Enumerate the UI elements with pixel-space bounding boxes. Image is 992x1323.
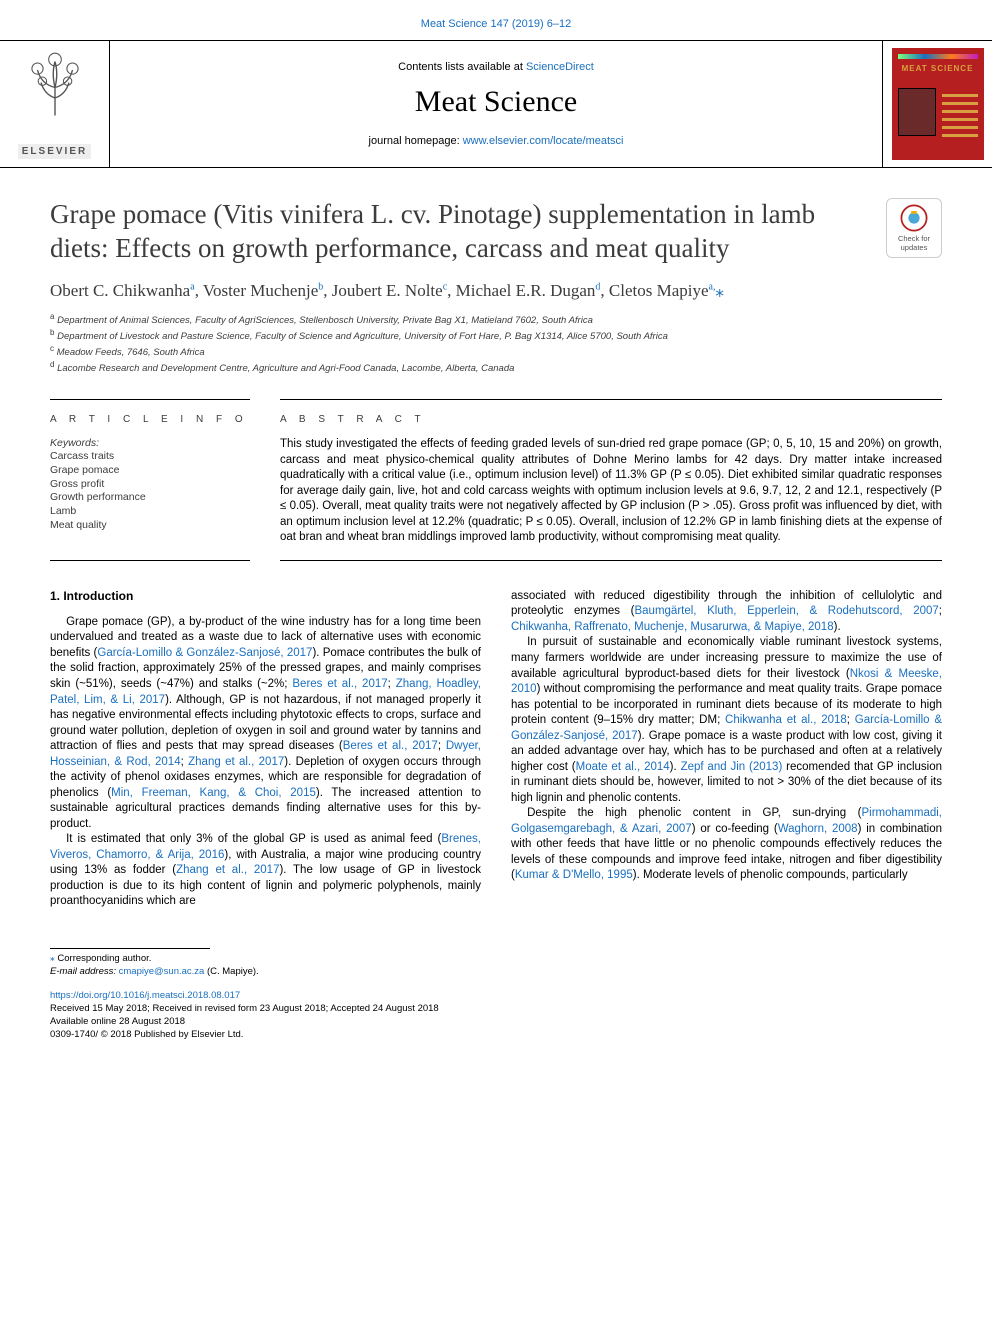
cover-lines-decor: [942, 94, 978, 142]
authors-list: Obert C. Chikwanhaa, Voster Muchenjeb, J…: [50, 280, 942, 303]
check-for-updates-label: Check for updates: [898, 234, 930, 252]
crossmark-icon: [900, 204, 928, 232]
affiliation-item: c Meadow Feeds, 7646, South Africa: [50, 344, 942, 360]
body-right-column: associated with reduced digestibility th…: [511, 589, 942, 910]
running-head: Meat Science 147 (2019) 6–12: [0, 0, 992, 40]
publisher-wordmark: ELSEVIER: [18, 144, 91, 159]
keyword-item: Growth performance: [50, 491, 250, 505]
journal-homepage-link[interactable]: www.elsevier.com/locate/meatsci: [463, 135, 624, 147]
article-footer: https://doi.org/10.1016/j.meatsci.2018.0…: [0, 978, 992, 1065]
contents-prefix: Contents lists available at: [398, 61, 526, 73]
keyword-item: Gross profit: [50, 478, 250, 492]
doi-link[interactable]: https://doi.org/10.1016/j.meatsci.2018.0…: [50, 990, 240, 1001]
affiliation-item: b Department of Livestock and Pasture Sc…: [50, 328, 942, 344]
homepage-prefix: journal homepage:: [369, 135, 463, 147]
keyword-item: Grape pomace: [50, 464, 250, 478]
article-title: Grape pomace (Vitis vinifera L. cv. Pino…: [50, 198, 866, 266]
abstract-column: A B S T R A C T This study investigated …: [280, 399, 942, 561]
keyword-item: Lamb: [50, 505, 250, 519]
footnote-block: ⁎ Corresponding author. E-mail address: …: [0, 932, 992, 979]
citation-link[interactable]: Meat Science 147 (2019) 6–12: [421, 18, 571, 30]
keywords-list: Carcass traitsGrape pomaceGross profitGr…: [50, 450, 250, 532]
affiliation-item: a Department of Animal Sciences, Faculty…: [50, 312, 942, 328]
cover-image-placeholder: [898, 88, 936, 136]
corr-label: Corresponding author.: [57, 953, 151, 964]
keyword-item: Meat quality: [50, 519, 250, 533]
body-paragraph: Despite the high phenolic content in GP,…: [511, 806, 942, 884]
email-label: E-mail address:: [50, 966, 116, 977]
email-suffix: (C. Mapiye).: [207, 966, 259, 977]
check-for-updates-button[interactable]: Check for updates: [886, 198, 942, 258]
body-columns: 1. Introduction Grape pomace (GP), a by-…: [0, 561, 992, 910]
footnote-rule: [50, 948, 210, 949]
issn-copyright: 0309-1740/ © 2018 Published by Elsevier …: [50, 1029, 942, 1042]
body-paragraph: associated with reduced digestibility th…: [511, 589, 942, 636]
masthead-center: Contents lists available at ScienceDirec…: [110, 41, 882, 167]
journal-cover-thumb: MEAT SCIENCE: [892, 48, 984, 160]
sciencedirect-link[interactable]: ScienceDirect: [526, 61, 594, 73]
contents-available-line: Contents lists available at ScienceDirec…: [398, 61, 594, 73]
abstract-heading: A B S T R A C T: [280, 414, 942, 425]
article-header: Grape pomace (Vitis vinifera L. cv. Pino…: [0, 168, 992, 561]
elsevier-tree-icon: [20, 49, 90, 119]
keyword-item: Carcass traits: [50, 450, 250, 464]
received-dates: Received 15 May 2018; Received in revise…: [50, 1003, 942, 1016]
section-1-heading: 1. Introduction: [50, 589, 481, 603]
email-line: E-mail address: cmapiye@sun.ac.za (C. Ma…: [50, 966, 942, 979]
corresponding-author-note: ⁎ Corresponding author.: [50, 953, 942, 966]
journal-homepage-line: journal homepage: www.elsevier.com/locat…: [369, 135, 624, 147]
article-info-heading: A R T I C L E I N F O: [50, 414, 250, 425]
available-online: Available online 28 August 2018: [50, 1016, 942, 1029]
affiliation-item: d Lacombe Research and Development Centr…: [50, 360, 942, 376]
affiliations-list: a Department of Animal Sciences, Faculty…: [50, 312, 942, 376]
body-paragraph: It is estimated that only 3% of the glob…: [50, 832, 481, 910]
cover-thumb-cell: MEAT SCIENCE: [882, 41, 992, 167]
body-left-column: 1. Introduction Grape pomace (GP), a by-…: [50, 589, 481, 910]
body-paragraph: In pursuit of sustainable and economical…: [511, 635, 942, 806]
cover-title: MEAT SCIENCE: [892, 64, 984, 73]
keywords-heading: Keywords:: [50, 437, 250, 449]
corr-email-link[interactable]: cmapiye@sun.ac.za: [119, 966, 205, 977]
journal-name: Meat Science: [415, 85, 577, 119]
publisher-logo-cell: ELSEVIER: [0, 41, 110, 167]
abstract-text: This study investigated the effects of f…: [280, 437, 942, 546]
body-paragraph: Grape pomace (GP), a by-product of the w…: [50, 615, 481, 832]
article-info-column: A R T I C L E I N F O Keywords: Carcass …: [50, 399, 250, 561]
journal-masthead: ELSEVIER Contents lists available at Sci…: [0, 40, 992, 168]
